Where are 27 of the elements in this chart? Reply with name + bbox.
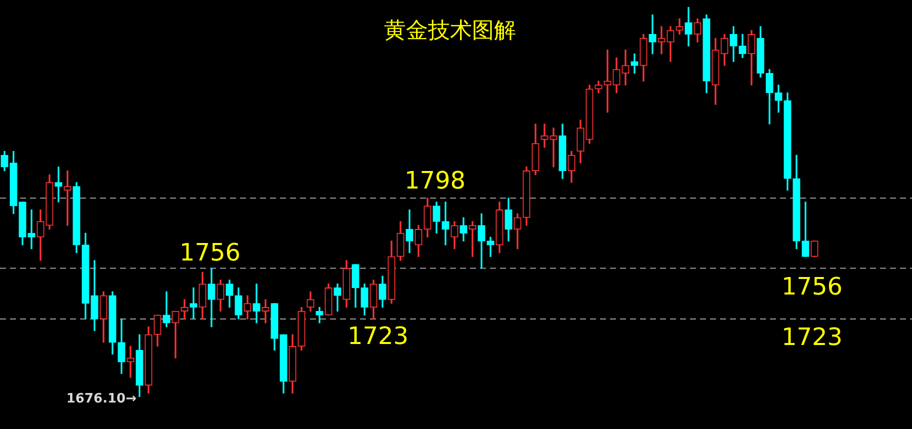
candlestick: [180, 299, 188, 320]
candlestick: [252, 284, 260, 324]
candlestick: [54, 166, 62, 202]
candlestick: [486, 236, 494, 257]
candlestick: [658, 26, 666, 54]
annotation: 1723: [347, 322, 409, 350]
candlestick: [442, 202, 450, 246]
annotation: 1756: [179, 238, 241, 267]
candlestick: [190, 287, 198, 320]
candlestick: [550, 128, 558, 168]
candlestick: [604, 50, 612, 113]
annotation: 1798: [404, 166, 466, 194]
annotation: 1723: [781, 323, 843, 352]
candlestick: [28, 209, 36, 250]
candlestick: [468, 221, 476, 257]
candlestick: [540, 124, 548, 148]
candlestick: [64, 170, 72, 226]
annotation: 1756: [781, 272, 843, 301]
text: 黄金技术图解: [384, 18, 516, 44]
candlestick: [648, 14, 656, 54]
candlestick: [630, 53, 638, 74]
candlestick: [126, 346, 134, 378]
candlestick: [622, 50, 630, 86]
candlestick: [262, 299, 270, 324]
candlestick: [162, 291, 170, 328]
annotation: 1676.10→: [66, 391, 137, 406]
candlestick: [172, 310, 180, 358]
